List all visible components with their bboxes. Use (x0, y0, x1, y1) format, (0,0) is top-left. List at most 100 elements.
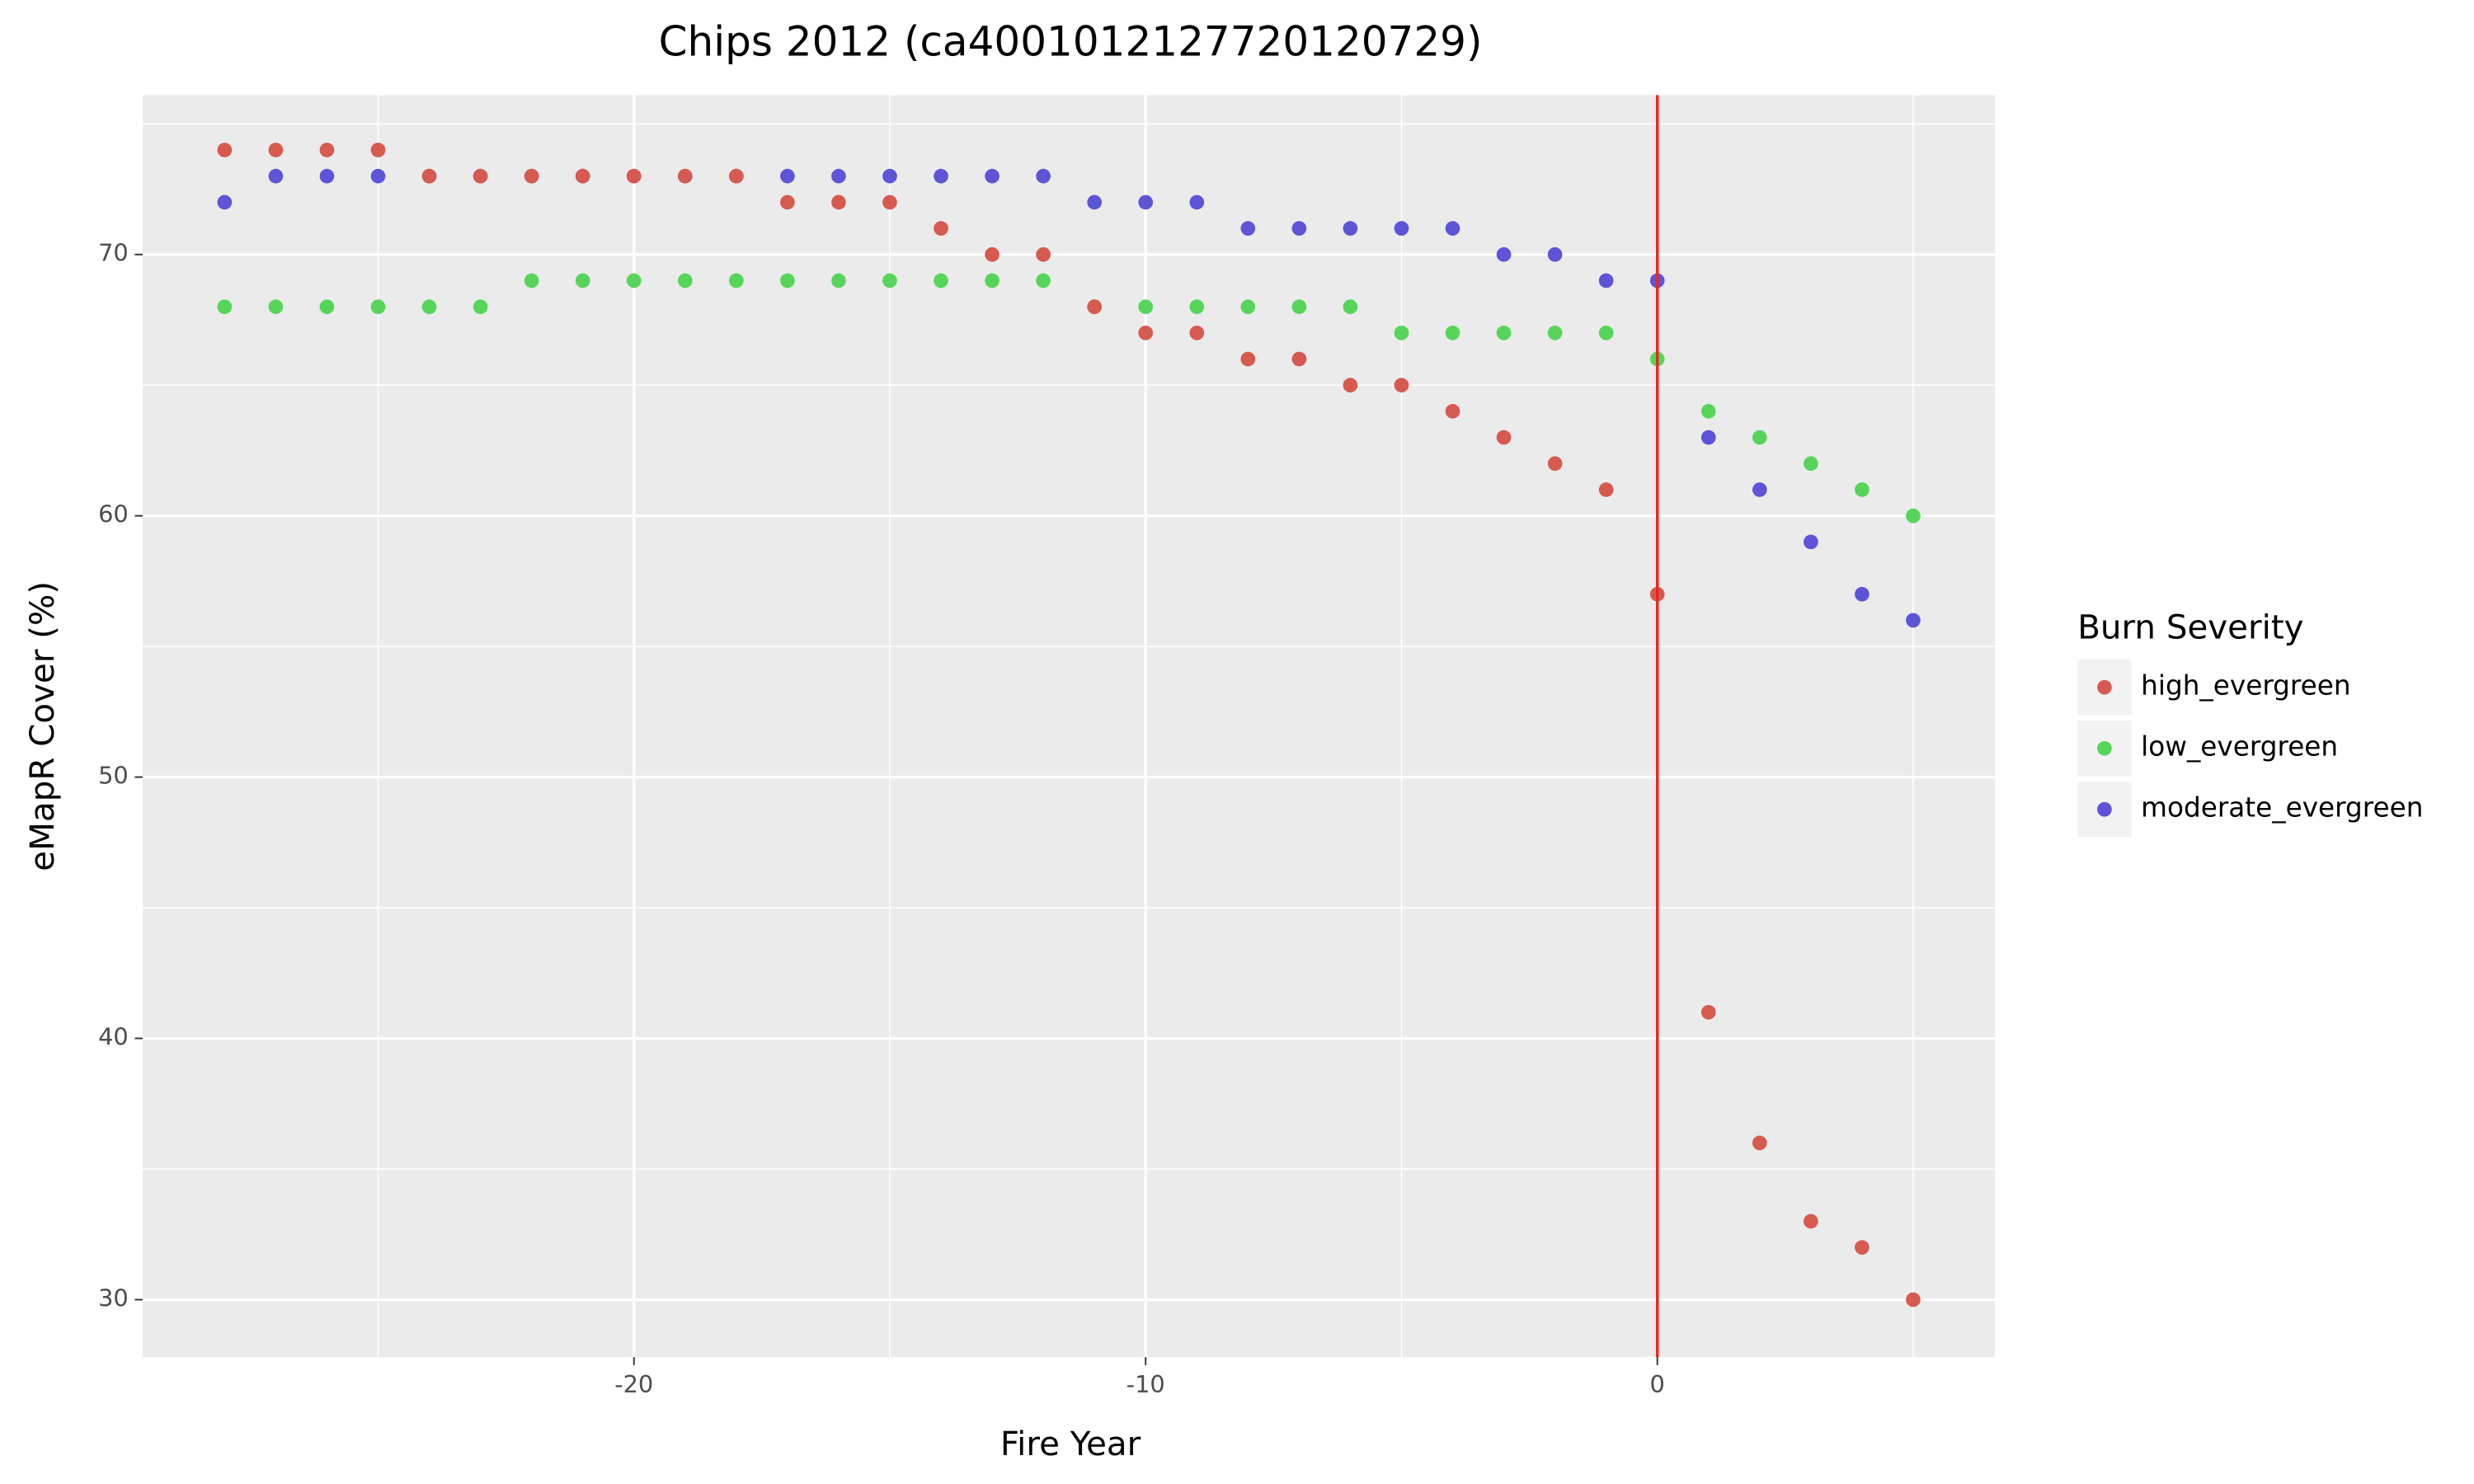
point (268, 143, 284, 157)
point (1855, 482, 1870, 497)
point (319, 143, 335, 157)
point (1394, 325, 1409, 340)
point (1496, 247, 1512, 262)
legend-label: low_evergreen (2141, 731, 2338, 763)
point (319, 299, 335, 314)
point (780, 273, 795, 289)
point (831, 273, 846, 289)
point (1547, 456, 1563, 472)
point (1445, 221, 1460, 236)
point (780, 168, 795, 184)
point (831, 195, 846, 210)
y-tick-label: 50 (98, 762, 129, 790)
point (626, 273, 642, 289)
chart-title: Chips 2012 (ca4001012127720120729) (659, 17, 1483, 65)
point (1855, 1240, 1870, 1255)
point (728, 273, 744, 289)
point (1496, 325, 1512, 340)
point (319, 168, 335, 184)
point (524, 273, 539, 289)
point (1036, 273, 1051, 289)
x-tick-label: 0 (1650, 1370, 1665, 1398)
point (882, 195, 897, 210)
legend-title: Burn Severity (2077, 608, 2303, 646)
point (1547, 247, 1563, 262)
plot-panel (143, 95, 1996, 1358)
point (1394, 378, 1409, 393)
point (473, 299, 488, 314)
point (882, 168, 897, 184)
point (1752, 482, 1767, 497)
point (1087, 299, 1103, 314)
point (1496, 430, 1512, 445)
x-axis-label: Fire Year (1000, 1425, 1141, 1463)
y-tick-label: 60 (98, 500, 129, 528)
point (985, 273, 999, 289)
point (677, 273, 693, 289)
point (524, 168, 539, 184)
point (1906, 508, 1921, 524)
y-tick-label: 30 (98, 1284, 129, 1312)
point (780, 195, 795, 210)
point (1240, 221, 1256, 236)
point (575, 168, 590, 184)
point (1343, 221, 1358, 236)
x-tick-label: -10 (1126, 1370, 1165, 1398)
point (1087, 195, 1103, 210)
point (370, 168, 386, 184)
point (1906, 1292, 1921, 1308)
point (1906, 613, 1921, 628)
legend-marker (2097, 679, 2112, 695)
point (1445, 325, 1460, 340)
point (1598, 482, 1614, 497)
point (728, 168, 744, 184)
y-axis-label: eMapR Cover (%) (23, 581, 62, 871)
point (370, 143, 386, 157)
point (1598, 325, 1614, 340)
point (1036, 168, 1051, 184)
point (268, 299, 284, 314)
point (1343, 299, 1358, 314)
point (882, 273, 897, 289)
point (1547, 325, 1563, 340)
point (421, 168, 437, 184)
point (370, 299, 386, 314)
point (473, 168, 488, 184)
point (1036, 247, 1051, 262)
point (677, 168, 693, 184)
point (1138, 325, 1154, 340)
point (1804, 534, 1818, 550)
point (575, 273, 590, 289)
point (1445, 404, 1460, 419)
point (1752, 430, 1767, 445)
point (268, 168, 284, 184)
point (934, 273, 948, 289)
point (985, 247, 999, 262)
point (985, 168, 999, 184)
point (1598, 273, 1614, 289)
point (1189, 325, 1205, 340)
point (626, 168, 642, 184)
point (1343, 378, 1358, 393)
point (934, 221, 948, 236)
point (217, 195, 233, 210)
point (217, 299, 233, 314)
point (1189, 195, 1205, 210)
y-tick-label: 70 (98, 239, 129, 267)
point (1240, 299, 1256, 314)
point (1700, 1004, 1716, 1020)
y-tick-label: 40 (98, 1023, 129, 1051)
point (1855, 586, 1870, 602)
point (1291, 221, 1307, 236)
point (1291, 351, 1307, 367)
point (1291, 299, 1307, 314)
point (934, 168, 948, 184)
point (1189, 299, 1205, 314)
point (421, 299, 437, 314)
legend-marker (2097, 740, 2112, 756)
point (1138, 299, 1154, 314)
x-tick-label: -20 (614, 1370, 653, 1398)
point (1804, 456, 1818, 472)
point (1138, 195, 1154, 210)
